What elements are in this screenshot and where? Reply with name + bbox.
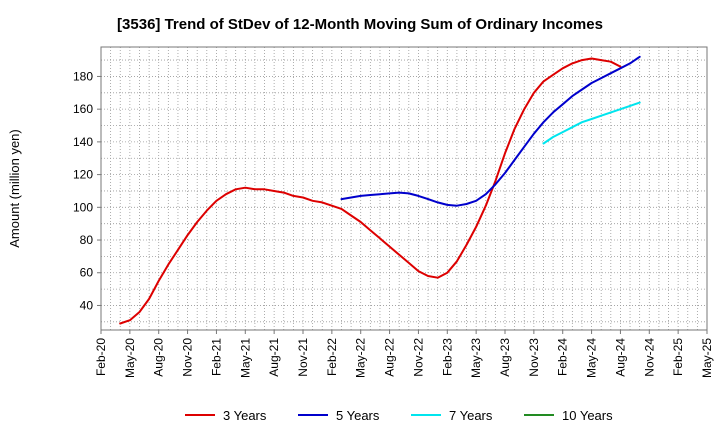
x-tick-label: Feb-20 bbox=[94, 338, 108, 376]
x-tick-label: Nov-23 bbox=[527, 338, 541, 377]
y-tick-label: 160 bbox=[73, 102, 93, 116]
x-tick-label: May-22 bbox=[354, 338, 368, 378]
x-tick-label: May-23 bbox=[469, 338, 483, 378]
chart-title: [3536] Trend of StDev of 12-Month Moving… bbox=[117, 16, 603, 33]
x-tick-label: Nov-22 bbox=[411, 338, 425, 377]
x-tick-label: May-25 bbox=[700, 338, 714, 378]
y-tick-label: 40 bbox=[80, 298, 94, 312]
grid bbox=[101, 47, 707, 330]
x-tick-label: Aug-20 bbox=[152, 338, 166, 377]
x-tick-label: Feb-21 bbox=[209, 338, 223, 376]
y-tick-label: 60 bbox=[80, 266, 94, 280]
x-tick-label: May-24 bbox=[585, 338, 599, 378]
legend-label: 10 Years bbox=[562, 408, 613, 423]
x-tick-label: May-20 bbox=[123, 338, 137, 378]
x-axis-ticks: Feb-20 May-20 Aug-20 Nov-20 Feb-21 May-21 Aug-… bbox=[94, 330, 714, 378]
y-axis-label: Amount (million yen) bbox=[7, 129, 22, 248]
legend-label: 5 Years bbox=[336, 408, 380, 423]
series-line-5-years bbox=[340, 55, 641, 207]
x-tick-label: Aug-23 bbox=[498, 338, 512, 377]
y-tick-label: 80 bbox=[80, 233, 94, 247]
legend: 3 Years 5 Years 7 Years 10 Years bbox=[185, 408, 613, 423]
x-tick-label: Feb-22 bbox=[325, 338, 339, 376]
series-line-3-years bbox=[119, 57, 622, 325]
x-tick-label: Nov-21 bbox=[296, 338, 310, 377]
x-tick-label: Aug-24 bbox=[613, 338, 627, 377]
x-tick-label: Nov-20 bbox=[181, 338, 195, 377]
legend-label: 7 Years bbox=[449, 408, 493, 423]
y-axis-ticks: 40 60 80 100 120 140 160 180 bbox=[73, 69, 101, 312]
y-tick-label: 140 bbox=[73, 135, 93, 149]
series-line-7-years bbox=[542, 101, 641, 145]
series-lines bbox=[119, 55, 641, 325]
x-tick-label: Aug-21 bbox=[267, 338, 281, 377]
x-tick-label: Feb-23 bbox=[440, 338, 454, 376]
plot-area bbox=[100, 46, 708, 331]
x-tick-label: Aug-22 bbox=[383, 338, 397, 377]
x-tick-label: Feb-25 bbox=[671, 338, 685, 376]
legend-label: 3 Years bbox=[223, 408, 267, 423]
x-tick-label: May-21 bbox=[238, 338, 252, 378]
y-tick-label: 180 bbox=[73, 69, 93, 83]
x-tick-label: Nov-24 bbox=[642, 338, 656, 377]
y-tick-label: 120 bbox=[73, 168, 93, 182]
y-tick-label: 100 bbox=[73, 200, 93, 214]
x-tick-label: Feb-24 bbox=[556, 338, 570, 376]
